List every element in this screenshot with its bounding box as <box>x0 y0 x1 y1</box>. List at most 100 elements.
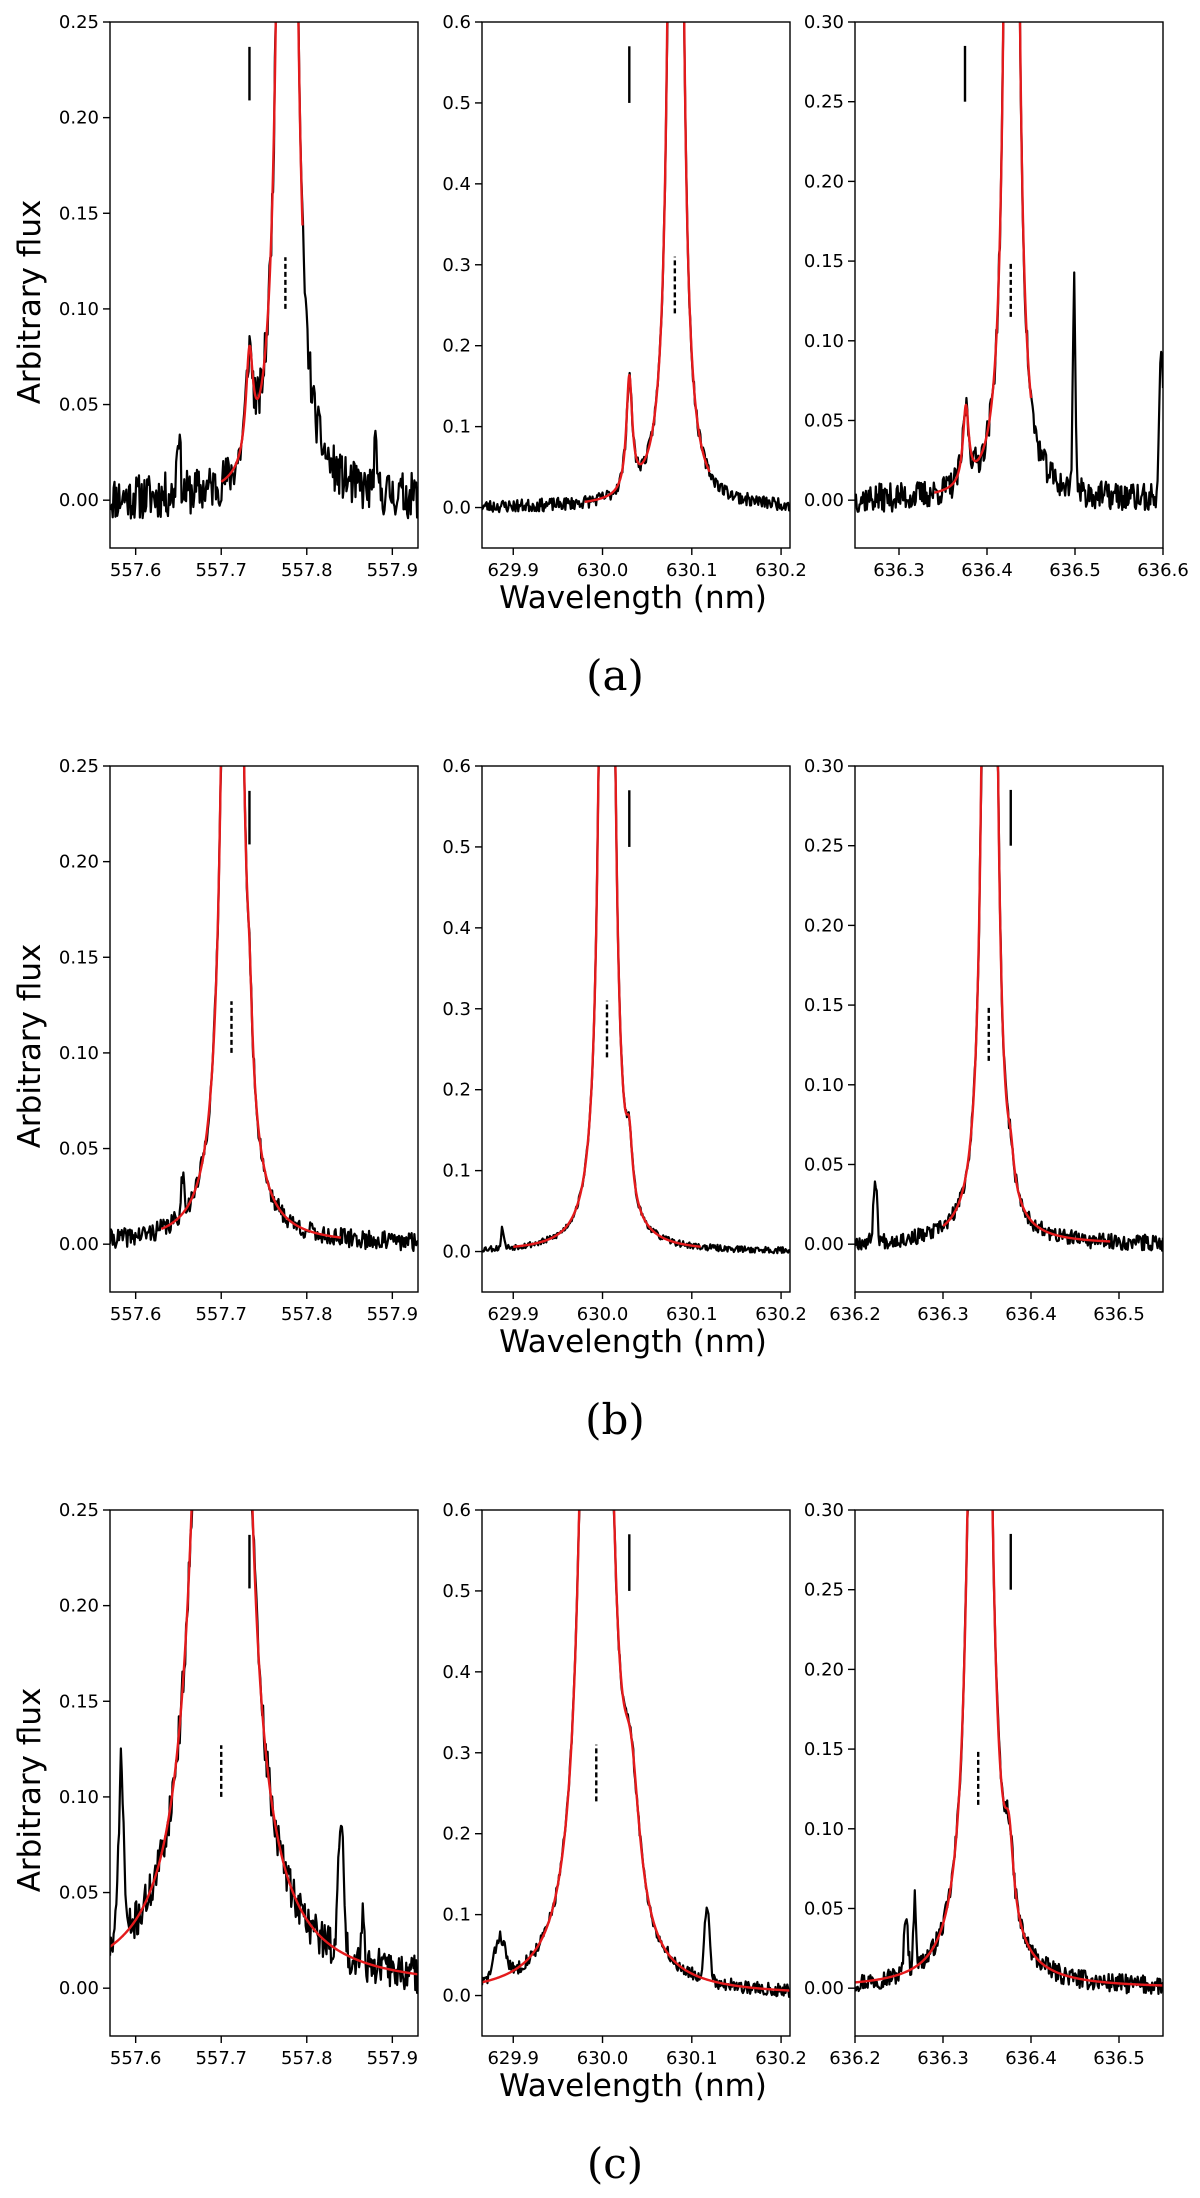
panel-b3-xtick-label: 636.4 <box>1005 1304 1057 1325</box>
panel-b1-ytick-label: 0.00 <box>59 1234 99 1255</box>
panel-b3-ytick-label: 0.20 <box>804 915 844 936</box>
panel-b2-xtick-label: 630.0 <box>577 1304 629 1325</box>
panel-a2-ytick-label: 0.2 <box>442 336 471 357</box>
panel-a3-xtick-label: 636.3 <box>873 560 925 581</box>
panel-c3-curves <box>855 1510 1163 1996</box>
panel-b3-xtick-label: 636.2 <box>829 1304 881 1325</box>
panel-c2-model-fit <box>482 1510 790 1992</box>
panel-a2-model-fit <box>583 22 711 504</box>
panel-b2-ytick-label: 0.1 <box>442 1161 471 1182</box>
panel-b1-ytick-label: 0.20 <box>59 852 99 873</box>
panel-a2-ytick-label: 0.0 <box>442 498 471 519</box>
panel-a2: 629.9 630.0 630.1 630.2 0.0 0.1 0.2 0.3 0.4 0.5 0.… <box>442 12 806 581</box>
panel-a1-ytick-label: 0.15 <box>59 203 99 224</box>
panel-b1-model-fit <box>160 766 342 1239</box>
panel-a1-xtick-label: 557.7 <box>195 560 247 581</box>
panel-a3-ytick-label: 0.20 <box>804 171 844 192</box>
panel-b3-ytick-label: 0.05 <box>804 1154 844 1175</box>
panel-c2-ytick-label: 0.3 <box>442 1743 471 1764</box>
panel-c3-ytick-label: 0.30 <box>804 1500 844 1521</box>
panel-b3-curves <box>855 766 1163 1252</box>
panel-c2-ytick-label: 0.2 <box>442 1824 471 1845</box>
panel-c3-ytick-label: 0.15 <box>804 1739 844 1760</box>
panel-b3-xtick-label: 636.5 <box>1093 1304 1145 1325</box>
panel-c1-ytick-label: 0.20 <box>59 1596 99 1617</box>
panel-b3-ytick-label: 0.10 <box>804 1075 844 1096</box>
panel-c3-ytick-label: 0.10 <box>804 1819 844 1840</box>
panel-a1-xtick-label: 557.8 <box>281 560 333 581</box>
panel-a1-ytick-label: 0.05 <box>59 395 99 416</box>
panel-a1-model-fit <box>220 22 304 483</box>
row-a-caption: (a) <box>586 651 644 700</box>
panel-a3-ytick-label: 0.05 <box>804 410 844 431</box>
panel-b1-xtick-label: 557.8 <box>281 1304 333 1325</box>
panel-c3-xtick-label: 636.4 <box>1005 2048 1057 2069</box>
panel-a3-curves <box>855 22 1163 513</box>
panel-a2-ytick-label: 0.3 <box>442 255 471 276</box>
panel-c1-ytick-label: 0.05 <box>59 1883 99 1904</box>
panel-c1-ytick-label: 0.10 <box>59 1787 99 1808</box>
panel-a2-xtick-label: 630.2 <box>755 560 807 581</box>
panel-a3-model-fit <box>933 22 1033 494</box>
panel-a3-ytick-label: 0.30 <box>804 12 844 33</box>
panel-c3-xtick-label: 636.2 <box>829 2048 881 2069</box>
panel-a2-curves <box>482 22 790 514</box>
panel-c2: 629.9 630.0 630.1 630.2 0.0 0.1 0.2 0.3 0.4 0.5 0.… <box>442 1500 806 2069</box>
row-a-ylabel: Arbitrary flux <box>12 200 48 405</box>
panel-b2-ytick-label: 0.6 <box>442 756 471 777</box>
panel-c2-xtick-label: 630.1 <box>666 2048 718 2069</box>
panel-a1-xtick-label: 557.6 <box>110 560 162 581</box>
panel-a3-ytick-label: 0.00 <box>804 490 844 511</box>
panel-a3-observed-spectrum <box>855 22 1163 513</box>
panel-c3: 636.2 636.3 636.4 636.5 0.00 0.05 0.10 0.15 0.20… <box>804 1500 1164 2069</box>
panel-c3-ytick-label: 0.25 <box>804 1580 844 1601</box>
panel-c2-curves <box>482 1510 790 1998</box>
panel-a2-xtick-label: 630.0 <box>577 560 629 581</box>
panel-a2-observed-spectrum <box>482 22 790 514</box>
panel-c1-ytick-label: 0.25 <box>59 1500 99 1521</box>
panel-a3-ytick-label: 0.25 <box>804 92 844 113</box>
panel-c2-ytick-label: 0.4 <box>442 1662 471 1683</box>
panel-a2-xtick-label: 630.1 <box>666 560 718 581</box>
panel-b2-curves <box>482 766 790 1255</box>
panel-b1-xtick-label: 557.6 <box>110 1304 162 1325</box>
panel-b2-xtick-label: 629.9 <box>487 1304 539 1325</box>
panel-c2-ytick-label: 0.6 <box>442 1500 471 1521</box>
panel-a3-ytick-label: 0.15 <box>804 251 844 272</box>
panel-c3-xtick-label: 636.3 <box>917 2048 969 2069</box>
panel-b1-ytick-label: 0.05 <box>59 1139 99 1160</box>
panel-a1-ytick-label: 0.20 <box>59 108 99 129</box>
panel-a3-xtick-label: 636.6 <box>1137 560 1189 581</box>
panel-b1-ytick-label: 0.15 <box>59 947 99 968</box>
panel-b3-frame <box>854 765 1164 1293</box>
panel-a1-ytick-label: 0.00 <box>59 490 99 511</box>
panel-b1-ytick-label: 0.10 <box>59 1043 99 1064</box>
panel-b3-model-fit <box>942 766 1112 1243</box>
panel-b3-ytick-label: 0.15 <box>804 995 844 1016</box>
panel-b3: 636.2 636.3 636.4 636.5 0.00 0.05 0.10 0.15 0.20… <box>804 756 1164 1325</box>
row-c: Arbitrary flux Wavelength (nm) (c) <box>12 1688 767 2188</box>
panel-b2-xtick-label: 630.2 <box>755 1304 807 1325</box>
panel-a1-ytick-label: 0.25 <box>59 12 99 33</box>
panel-a3-ytick-label: 0.10 <box>804 331 844 352</box>
panel-c1-ytick-label: 0.00 <box>59 1978 99 1999</box>
panel-b1: 557.6 557.7 557.8 557.9 0.00 0.05 0.10 0.15 0.20… <box>59 756 419 1325</box>
panel-c2-ytick-label: 0.0 <box>442 1986 471 2007</box>
panel-a3-xtick-label: 636.5 <box>1049 560 1101 581</box>
panel-c3-ytick-label: 0.20 <box>804 1659 844 1680</box>
panel-b2-ytick-label: 0.4 <box>442 918 471 939</box>
panel-b2: 629.9 630.0 630.1 630.2 0.0 0.1 0.2 0.3 0.4 0.5 0.… <box>442 756 806 1325</box>
panel-b2-ytick-label: 0.3 <box>442 999 471 1020</box>
panel-c1-frame <box>109 1509 419 2037</box>
panel-b3-xtick-label: 636.3 <box>917 1304 969 1325</box>
panel-c2-ytick-label: 0.1 <box>442 1905 471 1926</box>
row-b: Arbitrary flux Wavelength (nm) (b) <box>12 944 767 1444</box>
panel-b3-observed-spectrum <box>855 766 1163 1252</box>
panel-b1-frame <box>109 765 419 1293</box>
panel-c1-model-fit <box>110 1510 418 1976</box>
row-b-caption: (b) <box>585 1395 645 1444</box>
row-c-caption: (c) <box>587 2139 643 2188</box>
panel-a1-ytick-label: 0.10 <box>59 299 99 320</box>
panel-c3-model-fit <box>855 1510 1163 1987</box>
